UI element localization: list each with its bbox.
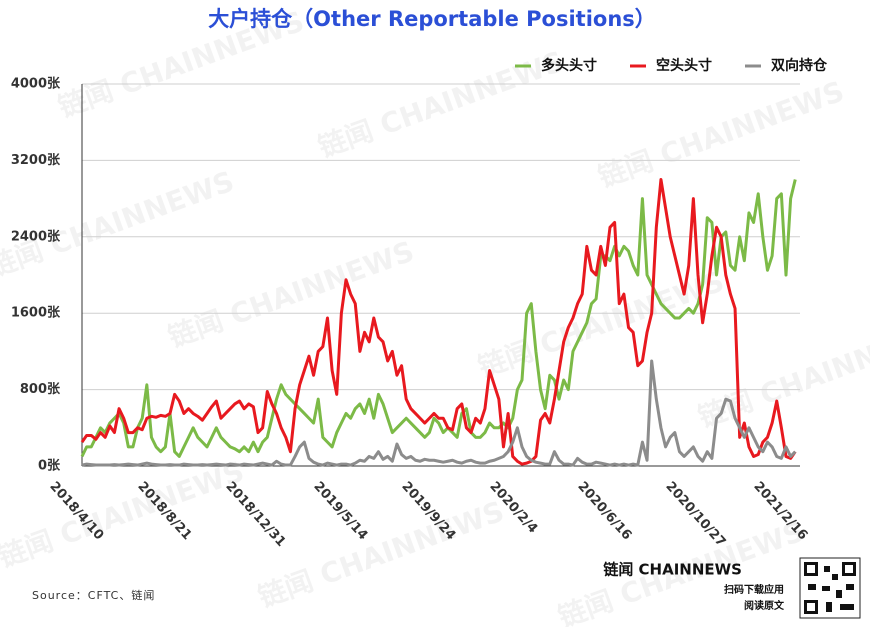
source: Source：CFTC、链闻: [32, 588, 155, 602]
watermark: 链闻 CHAINNEWS: [594, 75, 849, 195]
watermark: 链闻 CHAINNEWS: [474, 265, 729, 385]
legend-label: 双向持仓: [771, 57, 828, 74]
x-tick-label: 2020/6/16: [574, 479, 634, 543]
watermark: 链闻 CHAINNEWS: [254, 495, 509, 615]
legend-label: 空头头寸: [656, 57, 712, 74]
series-line: [81, 359, 797, 467]
brand-line: 阅读原文: [744, 599, 785, 612]
brand-line: 扫码下载应用: [724, 583, 784, 596]
y-tick-label: 2400张: [11, 229, 61, 244]
watermark: 链闻 CHAINNEWS: [164, 235, 419, 355]
x-tick-label: 2019/5/14: [310, 479, 370, 543]
brand: 链闻 CHAINNEWS: [603, 561, 742, 579]
x-tick-label: 2018/12/31: [222, 479, 288, 550]
x-tick-label: 2020/10/27: [662, 479, 728, 550]
y-tick-label: 1600张: [11, 306, 61, 321]
series-line: [80, 179, 797, 458]
y-tick-label: 4000张: [11, 77, 61, 92]
legend-label: 多头头寸: [541, 57, 597, 74]
chart-title: 大户持仓（Other Reportable Positions）: [208, 7, 656, 31]
watermarks: 链闻 CHAINNEWS 链闻 CHAINNEWS 链闻 CHAINNEWS 链…: [0, 5, 870, 631]
y-tick-label: 0张: [38, 459, 61, 474]
watermark: 链闻 CHAINNEWS: [314, 45, 569, 165]
y-tick-label: 800张: [20, 382, 61, 397]
qr-code: [799, 557, 861, 619]
watermark: 链闻 CHAINNEWS: [0, 165, 238, 285]
series-line: [80, 178, 797, 466]
y-tick-label: 3200张: [11, 153, 61, 168]
